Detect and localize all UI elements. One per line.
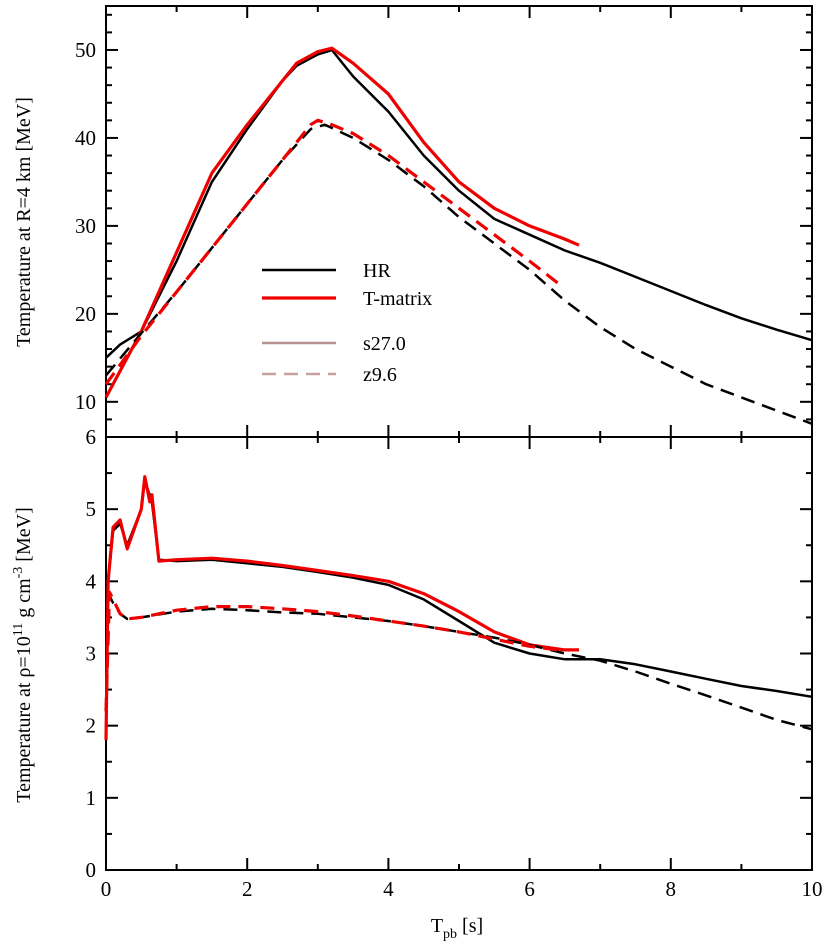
x-axis-title: Tpb [s] bbox=[431, 915, 483, 942]
x-tick-label: 2 bbox=[242, 877, 253, 901]
series-line-bottom-t-matrix-z9-6 bbox=[104, 590, 559, 712]
bottom-panel: 0 1 2 3 4 5 6 0 2 4 6 8 10 bbox=[86, 425, 823, 901]
series-line-top-hr-s27-0 bbox=[105, 48, 813, 359]
series-line-top-t-matrix-z9-6 bbox=[104, 118, 559, 386]
x-tick-label: 6 bbox=[524, 877, 535, 901]
top-y-axis-title: Temperature at R=4 km [MeV] bbox=[13, 97, 35, 347]
y-tick-label: 50 bbox=[75, 38, 96, 62]
y-tick-label: 10 bbox=[75, 390, 96, 414]
panel-bottom-frame bbox=[105, 436, 813, 871]
x-tick-label: 10 bbox=[802, 877, 823, 901]
top-panel: 10 20 30 40 50 bbox=[75, 5, 813, 438]
x-tick-label: 4 bbox=[383, 877, 394, 901]
x-tick-label: 8 bbox=[666, 877, 677, 901]
panel-top-frame bbox=[105, 5, 813, 438]
bottom-y-axis-title: Temperature at ρ=1011 g cm-3 [MeV] bbox=[11, 507, 35, 803]
y-tick-label: 30 bbox=[75, 214, 96, 238]
y-tick-label: 4 bbox=[86, 569, 97, 593]
series-line-top-t-matrix-s27-0 bbox=[104, 46, 580, 399]
legend-label-hr: HR bbox=[363, 260, 391, 282]
y-tick-label: 20 bbox=[75, 302, 96, 326]
legend-label-z9-6: z9.6 bbox=[363, 364, 397, 386]
y-tick-label: 6 bbox=[86, 425, 97, 449]
legend-label-t-matrix: T-matrix bbox=[363, 288, 432, 310]
series-line-top-hr-z9-6 bbox=[105, 123, 813, 425]
legend: HR T-matrix s27.0 z9.6 bbox=[262, 260, 432, 386]
x-tick-label: 0 bbox=[101, 877, 112, 901]
series-line-bottom-t-matrix-s27-0 bbox=[104, 475, 579, 741]
y-tick-label: 40 bbox=[75, 126, 96, 150]
series-line-bottom-hr-z9-6 bbox=[104, 594, 813, 731]
legend-label-s27-0: s27.0 bbox=[363, 333, 406, 355]
y-tick-label: 5 bbox=[86, 497, 97, 521]
y-tick-label: 1 bbox=[86, 786, 97, 810]
y-tick-label: 3 bbox=[86, 642, 97, 666]
y-tick-label: 0 bbox=[86, 858, 97, 882]
y-tick-label: 2 bbox=[86, 714, 97, 738]
